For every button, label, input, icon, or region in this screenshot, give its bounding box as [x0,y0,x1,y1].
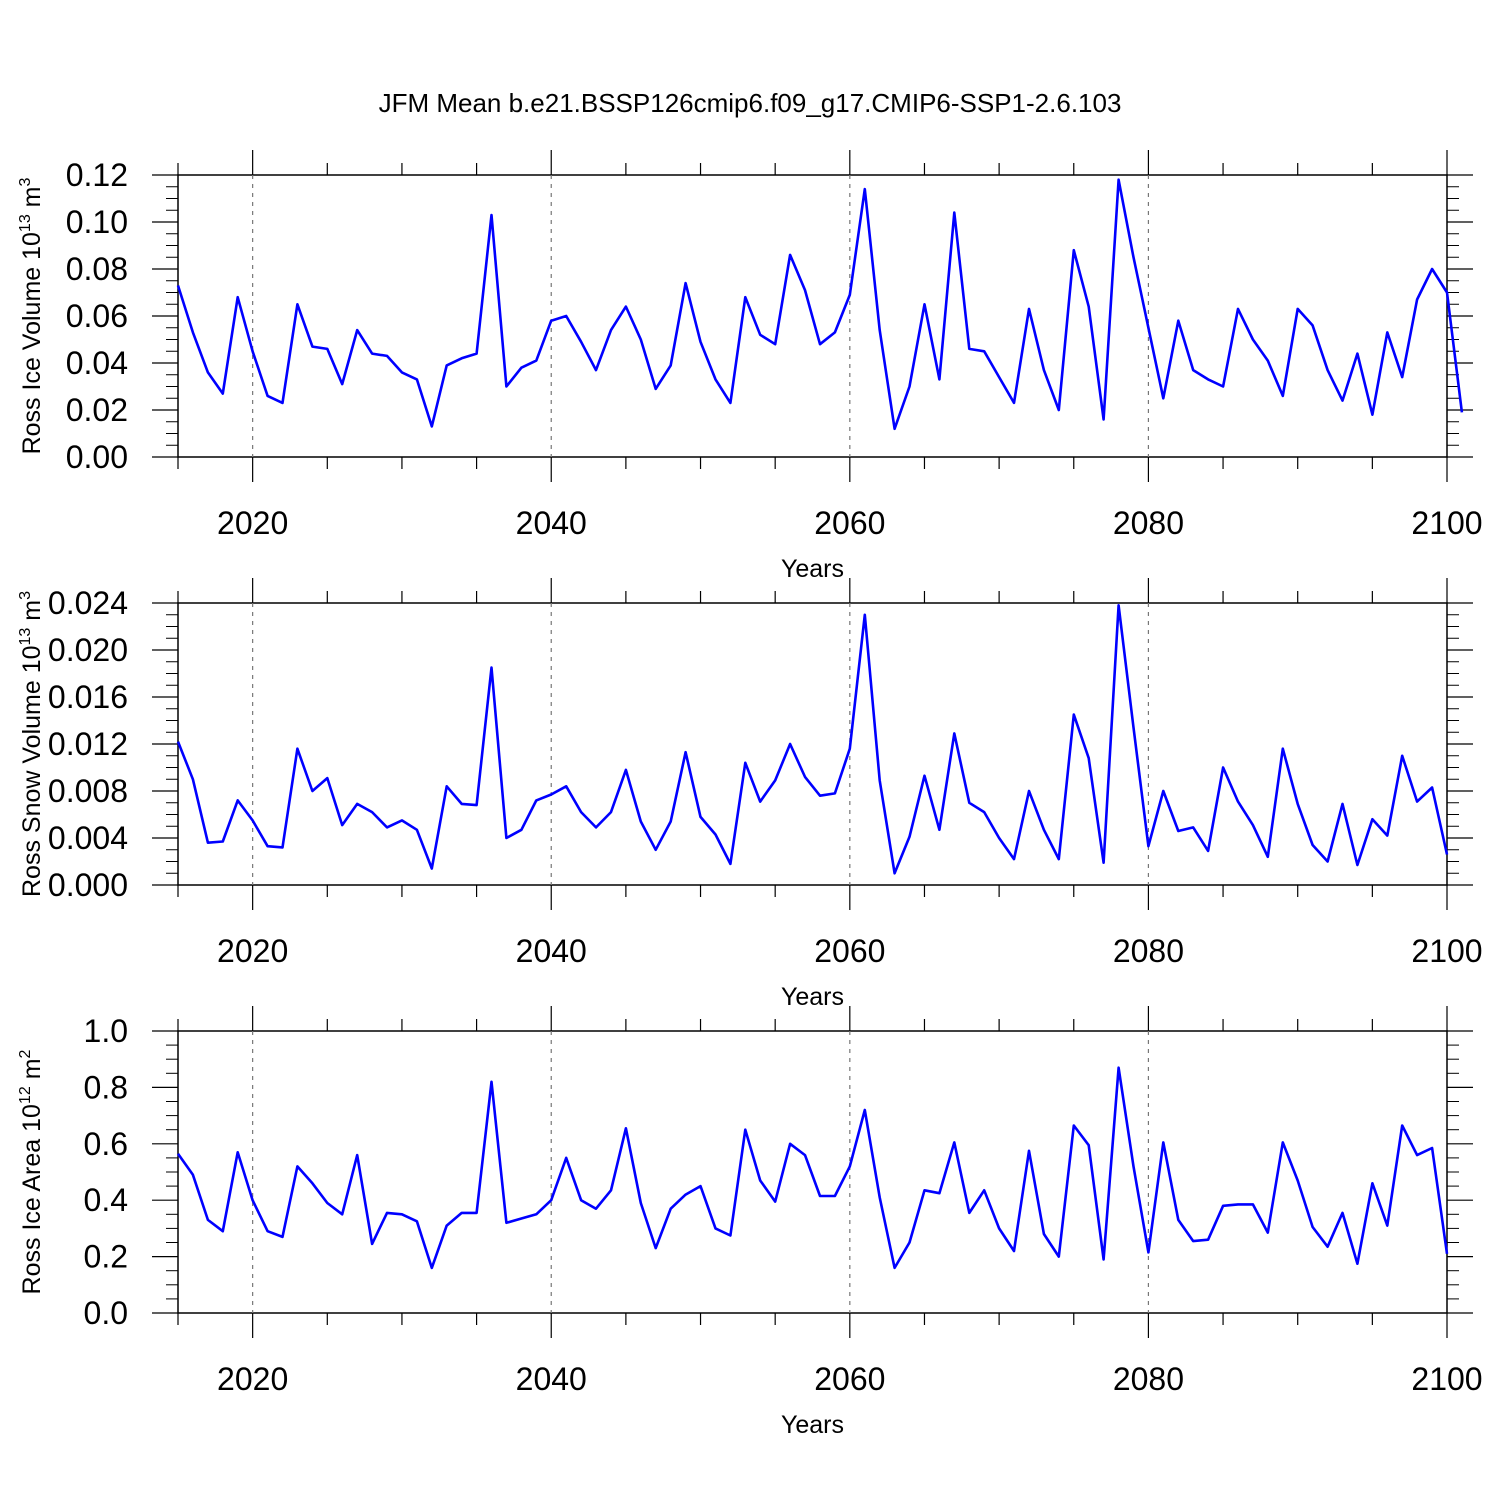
y-tick-label: 0.024 [48,585,128,621]
panel-1: 2020 2040 2060 2080 2100 0.00 0.02 0.04 0.06 0.08… [17,150,1483,583]
x-tick-label: 2020 [217,933,288,969]
y-tick-label: 0.12 [66,157,128,193]
panel-3: 2020 2040 2060 2080 2100 0.0 0.2 0.4 0.6 0.8 1.0 Ye… [17,1006,1483,1439]
y-axis-title-main: Ross Snow Volume 10 [18,645,46,897]
x-tick-label: 2040 [516,505,587,541]
x-tick-label: 2040 [516,933,587,969]
y-tick-label: 0.000 [48,867,128,903]
y-tick-label: 0.02 [66,392,128,428]
y-axis-title-unit-exp: 3 [17,591,34,600]
y-axis-title-exp: 13 [17,214,34,232]
y-axis-title-exp: 13 [17,628,34,646]
series-line [176,603,1449,875]
y-axis-title: Ross Snow Volume 1013 m3 [17,591,46,897]
x-tick-label: 2100 [1411,505,1482,541]
y-tick-label: 0.00 [66,439,128,475]
y-axis-title-main: Ross Ice Volume 10 [18,232,46,454]
y-tick-label: 0.012 [48,726,128,762]
y-axis-title: Ross Ice Volume 1013 m3 [17,177,46,454]
y-axis-title-exp: 12 [17,1086,34,1104]
y-axis-title-unit-exp: 2 [17,1049,34,1058]
panel-2: 2020 2040 2060 2080 2100 0.000 0.004 0.008 0.012… [17,578,1483,1011]
y-tick-label: 0.8 [84,1069,128,1105]
y-tick-label: 1.0 [84,1013,128,1049]
x-tick-label: 2040 [516,1361,587,1397]
y-tick-label: 0.4 [84,1182,128,1218]
y-tick-label: 0.6 [84,1126,128,1162]
x-axis-title: Years [781,555,844,583]
y-tick-label: 0.10 [66,204,128,240]
x-axis-title: Years [781,1411,844,1439]
y-tick-label: 0.06 [66,298,128,334]
x-tick-label: 2100 [1411,933,1482,969]
y-axis-title: Ross Ice Area 1012 m2 [17,1049,46,1294]
x-tick-label: 2020 [217,1361,288,1397]
y-tick-label: 0.016 [48,679,128,715]
y-axis-title-unit: m [18,1058,46,1086]
y-axis-title-unit-exp: 3 [17,177,34,186]
x-tick-label: 2080 [1113,1361,1184,1397]
y-tick-label: 0.008 [48,773,128,809]
y-tick-label: 0.08 [66,251,128,287]
y-axis-title-main: Ross Ice Area 10 [18,1104,46,1294]
y-tick-label: 0.020 [48,632,128,668]
y-axis-title-unit: m [18,600,46,628]
panels: 2020 2040 2060 2080 21000.000.020.040.060.08… [17,150,1483,1439]
x-tick-label: 2060 [814,933,885,969]
x-tick-label: 2060 [814,1361,885,1397]
x-axis-title: Years [781,983,844,1011]
y-tick-label: 0.0 [84,1295,128,1331]
y-axis-title-unit: m [18,186,46,214]
x-tick-label: 2080 [1113,933,1184,969]
x-tick-label: 2100 [1411,1361,1482,1397]
x-tick-label: 2080 [1113,505,1184,541]
series-line [176,1066,1449,1270]
y-tick-label: 0.004 [48,820,128,856]
plot-frame [177,602,1448,886]
x-tick-label: 2060 [814,505,885,541]
y-tick-label: 0.2 [84,1239,128,1275]
figure-title: JFM Mean b.e21.BSSP126cmip6.f09_g17.CMIP… [379,88,1122,118]
series-line [176,178,1464,431]
y-tick-label: 0.04 [66,345,128,381]
x-tick-label: 2020 [217,505,288,541]
